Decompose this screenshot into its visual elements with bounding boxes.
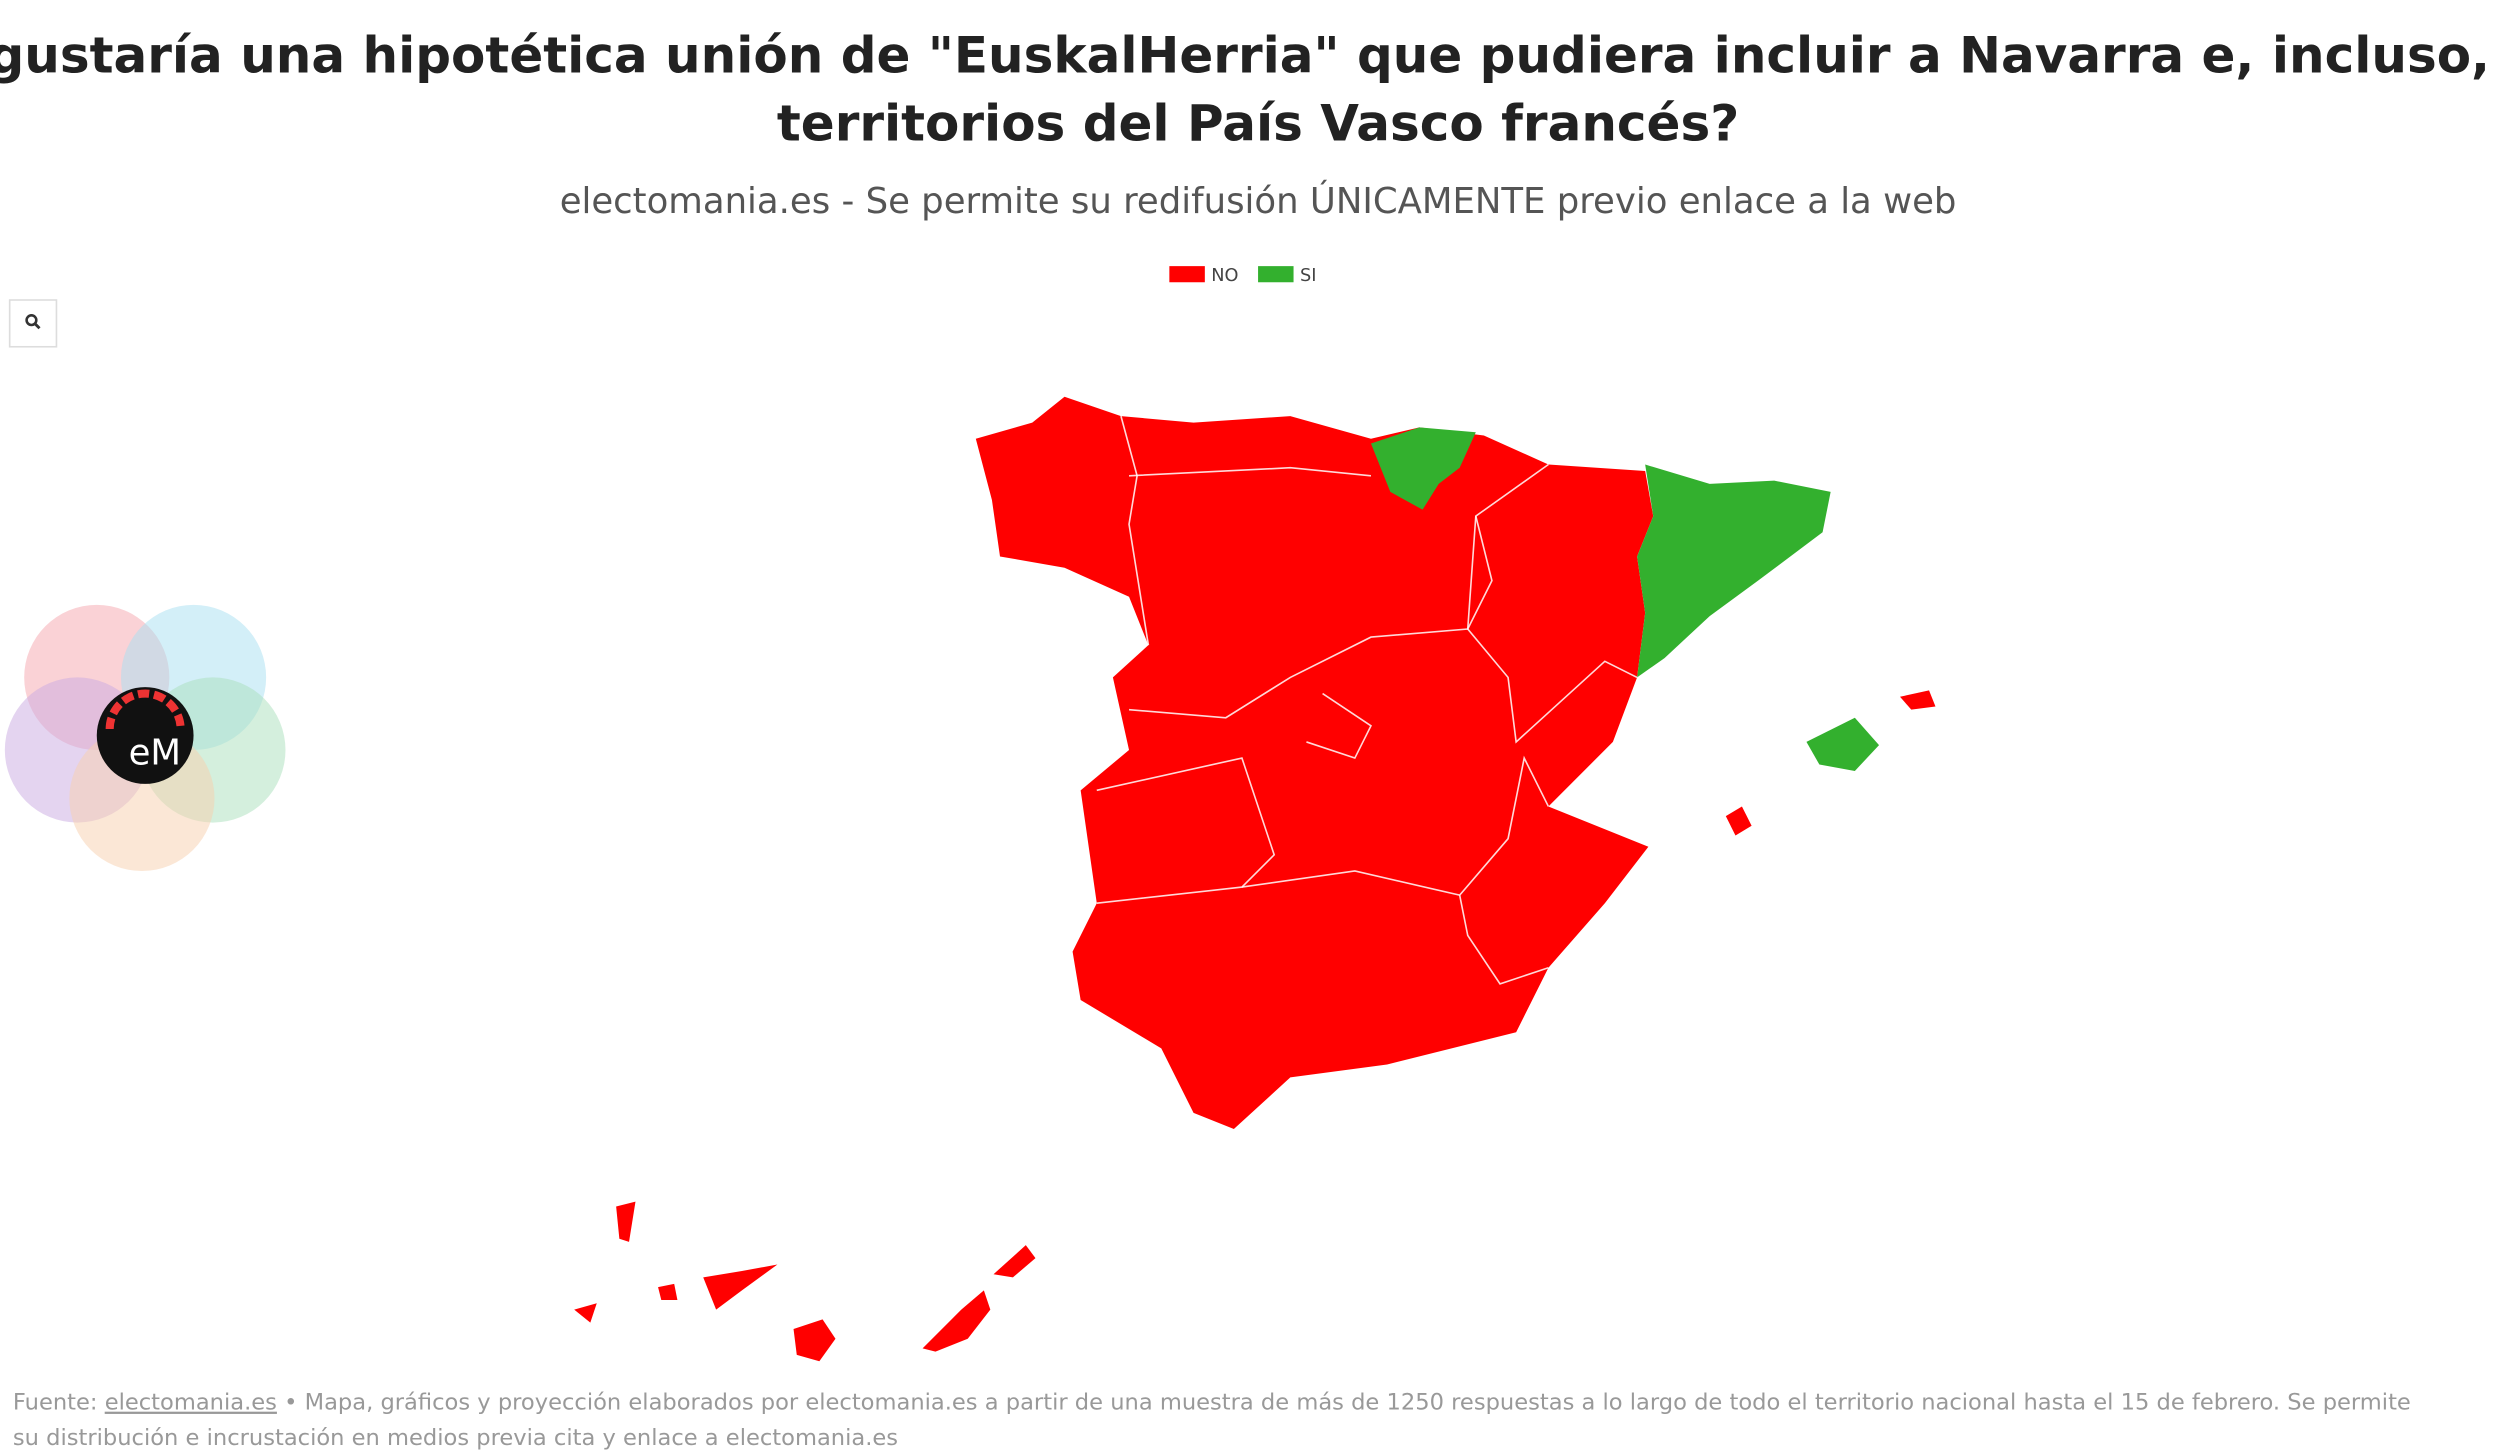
title-line: territorios del País Vasco francés? xyxy=(777,94,1739,152)
legend: NO SI xyxy=(1169,266,1317,286)
region-border xyxy=(1128,466,1372,477)
logo-text: eM xyxy=(129,733,181,774)
footer-link[interactable]: electomania.es xyxy=(105,1390,277,1416)
footer-label: Fuente: xyxy=(13,1390,98,1416)
region-border xyxy=(1120,415,1150,646)
region xyxy=(1637,464,1831,678)
logo-arc xyxy=(105,689,185,730)
region xyxy=(1900,690,1936,710)
region xyxy=(1725,806,1752,836)
region-border xyxy=(1458,895,1549,985)
logo: eM xyxy=(4,604,286,871)
region xyxy=(574,1303,597,1323)
region xyxy=(616,1201,636,1242)
legend-swatch xyxy=(1169,266,1205,283)
legend-swatch xyxy=(1258,266,1294,283)
footer-text: • Mapa, gráficos y proyección elaborados… xyxy=(284,1390,2411,1416)
region-border xyxy=(1128,463,1549,719)
region xyxy=(922,1290,991,1352)
footer-line: Fuente: electomania.es • Mapa, gráficos … xyxy=(13,1390,2411,1416)
region xyxy=(658,1283,678,1300)
zoom-box[interactable] xyxy=(8,299,58,348)
legend-label: NO xyxy=(1211,266,1238,286)
logo-badge xyxy=(96,687,194,784)
subtitle: electomania.es - Se permite su redifusió… xyxy=(560,180,1957,222)
region xyxy=(1370,427,1476,510)
region xyxy=(793,1319,836,1362)
region xyxy=(975,396,1654,1130)
zoom-icon xyxy=(34,322,41,330)
zoom-button[interactable] xyxy=(8,299,58,348)
zoom-icon xyxy=(25,314,38,327)
region-border xyxy=(1096,757,1276,905)
region-border xyxy=(1241,755,1550,897)
title-line: ¿Le gustaría una hipotética unión de "Eu… xyxy=(0,27,2500,85)
region xyxy=(993,1245,1036,1278)
footer-line: su distribución e incrustación en medios… xyxy=(13,1425,898,1450)
region-border xyxy=(1306,692,1373,760)
legend-label: SI xyxy=(1300,266,1317,286)
region xyxy=(1806,717,1880,771)
region xyxy=(703,1264,778,1310)
map xyxy=(574,396,1936,1362)
region-border xyxy=(1466,516,1638,744)
